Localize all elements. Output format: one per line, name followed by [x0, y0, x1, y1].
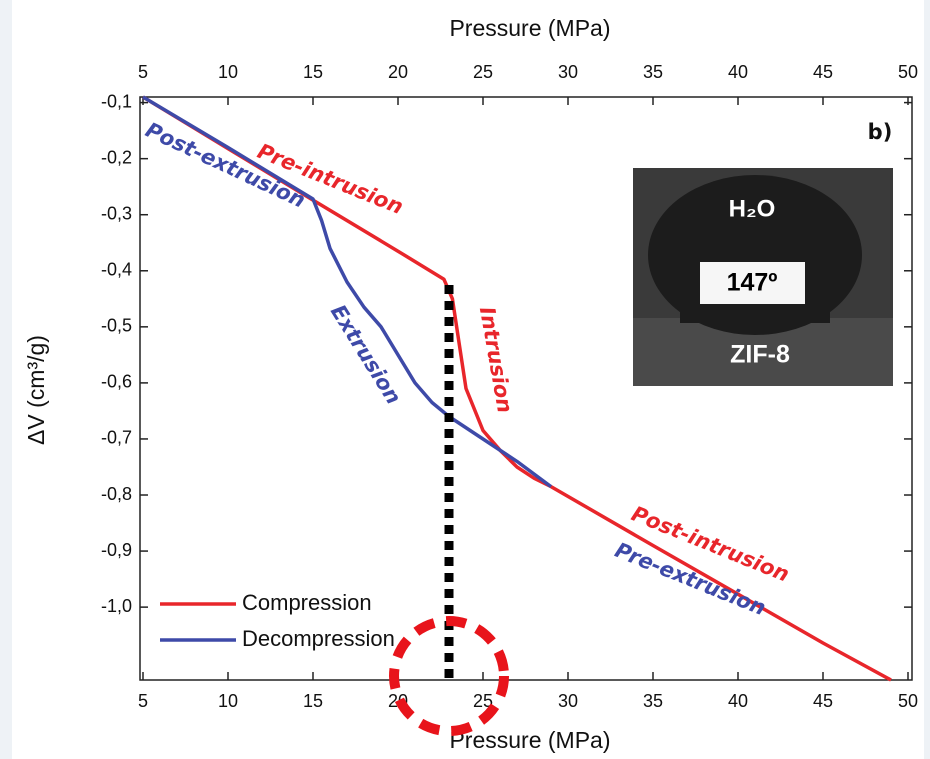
y-tick-label: -0,7: [101, 428, 132, 448]
x-tick-label: 40: [728, 691, 748, 711]
inset-liquid: H₂O: [729, 195, 776, 222]
x2-tick-label: 15: [303, 62, 323, 82]
legend-label: Compression: [242, 590, 372, 615]
y-tick-label: -0,5: [101, 316, 132, 336]
inset-reflection: [700, 262, 805, 304]
inset-substrate-label: ZIF-8: [730, 341, 790, 369]
x-tick-label: 45: [813, 691, 833, 711]
x2-tick-label: 10: [218, 62, 238, 82]
inset-droplet-base: [680, 305, 830, 323]
x-tick-label: 30: [558, 691, 578, 711]
y-tick-label: -0,6: [101, 372, 132, 392]
legend-label: Decompression: [242, 626, 395, 651]
plot-frame: [139, 96, 913, 681]
inset-photo: H₂O 147º ZIF-8: [633, 168, 893, 386]
x2-axis-title: Pressure (MPa): [449, 15, 610, 41]
y-tick-label: -0,2: [101, 147, 132, 167]
x-axis-title: Pressure (MPa): [449, 727, 610, 753]
x2-tick-label: 20: [388, 62, 408, 82]
y-tick-label: -1,0: [101, 596, 132, 616]
x2-tick-label: 5: [138, 62, 148, 82]
x-tick-label: 35: [643, 691, 663, 711]
x-tick-label: 10: [218, 691, 238, 711]
x-tick-label: 50: [898, 691, 918, 711]
y-tick-label: -0,8: [101, 484, 132, 504]
y-tick-label: -0,9: [101, 540, 132, 560]
y-tick-label: -0,1: [101, 91, 132, 111]
x-tick-label: 5: [138, 691, 148, 711]
x2-tick-label: 25: [473, 62, 493, 82]
x2-tick-label: 50: [898, 62, 918, 82]
x2-tick-label: 40: [728, 62, 748, 82]
x2-tick-label: 35: [643, 62, 663, 82]
annotation: b): [868, 120, 893, 144]
highlight-circle: [389, 616, 509, 736]
x-tick-label: 15: [303, 691, 323, 711]
x2-tick-label: 30: [558, 62, 578, 82]
series-line: [142, 95, 553, 489]
inset-angle: 147º: [727, 269, 778, 297]
y-tick-label: -0,4: [101, 260, 132, 280]
x2-tick-label: 45: [813, 62, 833, 82]
series-line: [142, 95, 892, 682]
x-tick-label: 25: [473, 691, 493, 711]
y-axis-title: ΔV (cm³/g): [23, 335, 49, 445]
y-tick-label: -0,3: [101, 203, 132, 223]
